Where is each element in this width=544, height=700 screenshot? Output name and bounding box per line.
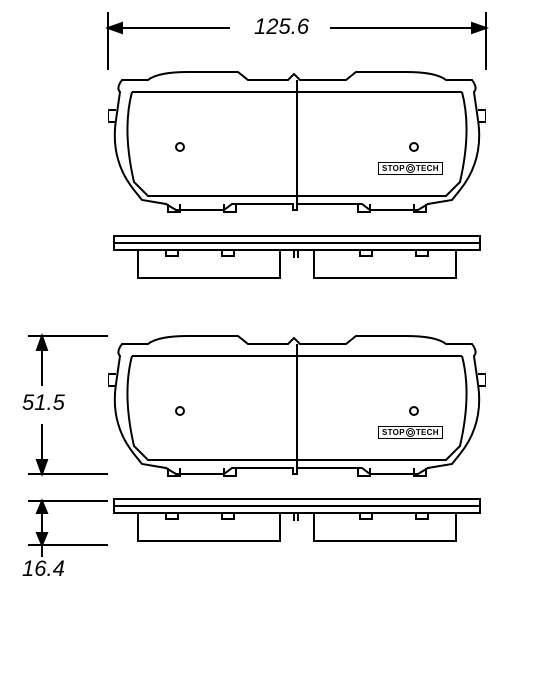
brake-pad-top-side <box>108 234 486 284</box>
brand-stamp-bottom: STOP TECH <box>378 426 443 439</box>
brand-stamp-top: STOP TECH <box>378 162 443 175</box>
brake-pad-top-front <box>108 70 486 214</box>
brand-left: STOP <box>382 428 405 437</box>
brand-left: STOP <box>382 164 405 173</box>
brake-pad-bottom-side <box>108 497 486 547</box>
width-dim-label: 125.6 <box>254 14 309 40</box>
brand-right: TECH <box>416 428 439 437</box>
brand-right: TECH <box>416 164 439 173</box>
height-dim-label: 51.5 <box>22 390 65 416</box>
brand-o-icon <box>406 428 415 437</box>
drawing-canvas: 125.6 STOP TECH <box>0 0 544 700</box>
brake-pad-bottom-front <box>108 330 486 478</box>
brand-o-icon <box>406 164 415 173</box>
thickness-dim-label: 16.4 <box>22 556 65 582</box>
